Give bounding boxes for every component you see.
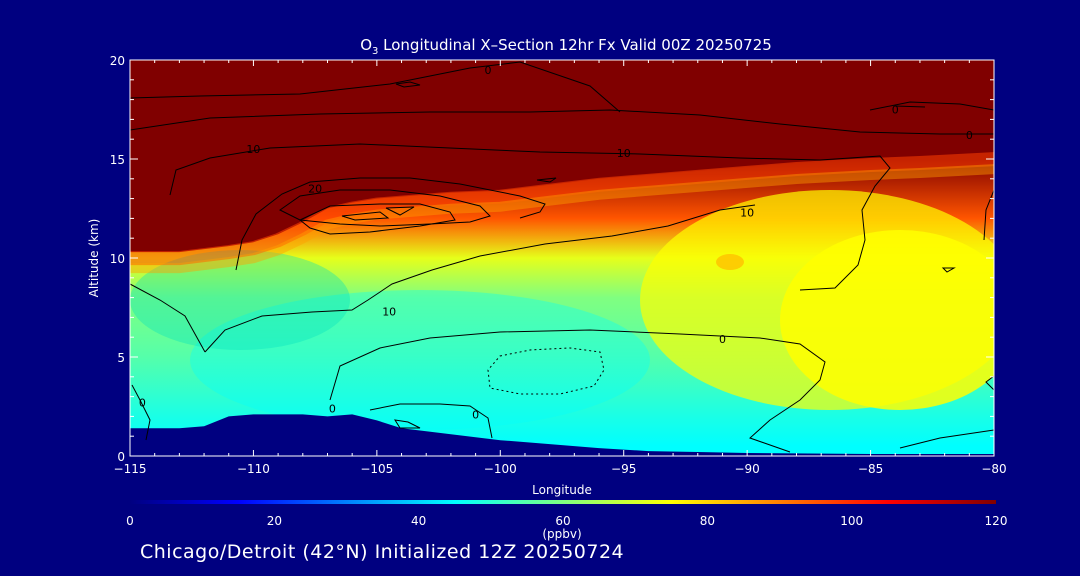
- contour-line-10-mid: [204, 204, 756, 353]
- contour-line-0-small-bottom: [393, 419, 421, 429]
- contour-label: 0: [472, 408, 479, 421]
- chart-title: O3 Longitudinal X–Section 12hr Fx Valid …: [360, 36, 772, 57]
- x-tick-label: −80: [981, 462, 1006, 476]
- contour-label: 0: [484, 64, 491, 77]
- ozone-orange-blob: [716, 254, 744, 270]
- contour-line-30: [279, 189, 491, 227]
- run-info-footer: Chicago/Detroit (42°N) Initialized 12Z 2…: [140, 541, 625, 563]
- contour-line-0-small-east: [894, 105, 926, 108]
- terrain-mask: [130, 414, 994, 456]
- contour-label: 0: [719, 333, 726, 346]
- x-tick-label: −95: [611, 462, 636, 476]
- contour-label: 0: [966, 129, 973, 142]
- colorbar-tick-label: 60: [555, 514, 570, 528]
- contour-lines: [130, 61, 994, 453]
- contour-line-0-upper: [130, 61, 621, 113]
- x-tick-label: −110: [237, 462, 270, 476]
- contour-line-0-east-lower: [985, 375, 994, 391]
- y-tick-label: 10: [110, 252, 125, 266]
- contour-line-0-top: [130, 109, 994, 135]
- contour-label: 10: [740, 206, 754, 219]
- x-tick-label: −105: [360, 462, 393, 476]
- plot-area: 0 10 10 0 0 20 10 10 0 0 0 0: [130, 60, 994, 456]
- y-axis: 0 5 10 15 20: [110, 54, 994, 464]
- x-axis: −115 −110 −105 −100 −95 −90 −85 −80: [114, 60, 1007, 476]
- contour-line-0-east-edge: [983, 189, 994, 241]
- contour-label: 0: [892, 104, 899, 117]
- contour-line-20: [235, 177, 546, 271]
- contour-line-0-southeast: [899, 429, 994, 449]
- y-tick-label: 15: [110, 153, 125, 167]
- x-tick-label: −100: [484, 462, 517, 476]
- colorbar-tick-label: 100: [840, 514, 863, 528]
- contour-label: 20: [308, 183, 322, 196]
- contour-line-0-lower: [369, 403, 493, 439]
- contour-label: 10: [382, 305, 396, 318]
- ozone-low-region: [190, 290, 650, 430]
- contour-line-50: [341, 211, 390, 221]
- contour-line-0-mid: [329, 329, 826, 453]
- ozone-high-region-east-core: [780, 230, 994, 410]
- contour-label: 0: [139, 397, 146, 410]
- contour-line-0-small-loop: [395, 81, 421, 88]
- contour-line-10-upper: [169, 143, 891, 291]
- x-tick-label: −90: [734, 462, 759, 476]
- colorbar-label: (ppbv): [542, 527, 581, 541]
- contour-line-0-far-east: [869, 101, 994, 111]
- contour-label: 10: [617, 147, 631, 160]
- colorbar-tick-label: 40: [411, 514, 426, 528]
- colorbar-tick-label: 0: [126, 514, 134, 528]
- contour-line-10-west: [130, 283, 206, 353]
- title-rest: Longitudinal X–Section 12hr Fx Valid 00Z…: [378, 36, 771, 54]
- contour-line-40: [299, 203, 456, 235]
- y-tick-label: 5: [117, 351, 125, 365]
- colorbar: [130, 500, 996, 504]
- colorbar-tick-label: 120: [985, 514, 1008, 528]
- contour-line-0-small-mid: [536, 177, 557, 183]
- contour-labels: 0 10 10 0 0 20 10 10 0 0 0 0: [139, 64, 973, 422]
- x-axis-label: Longitude: [532, 483, 592, 497]
- y-tick-label: 20: [110, 54, 125, 68]
- colorbar-tick-label: 20: [267, 514, 282, 528]
- contour-line-50b: [385, 206, 415, 216]
- ozone-low-region-west: [130, 250, 350, 350]
- colorbar-ticks: 0 20 40 60 80 100 120: [126, 514, 1007, 528]
- contour-line-0-small-far: [941, 267, 956, 273]
- colorbar-tick-label: 80: [700, 514, 715, 528]
- contour-line-0-southwest: [131, 384, 151, 441]
- y-tick-label: 0: [117, 450, 125, 464]
- stratospheric-ozone-transition: [130, 164, 994, 274]
- x-tick-label: −115: [114, 462, 147, 476]
- y-axis-label: Altitude (km): [87, 219, 101, 298]
- contour-label: 10: [246, 143, 260, 156]
- title-prefix: O: [360, 36, 372, 54]
- x-tick-label: −85: [858, 462, 883, 476]
- contour-label: 0: [329, 402, 336, 415]
- title-subscript: 3: [372, 46, 378, 57]
